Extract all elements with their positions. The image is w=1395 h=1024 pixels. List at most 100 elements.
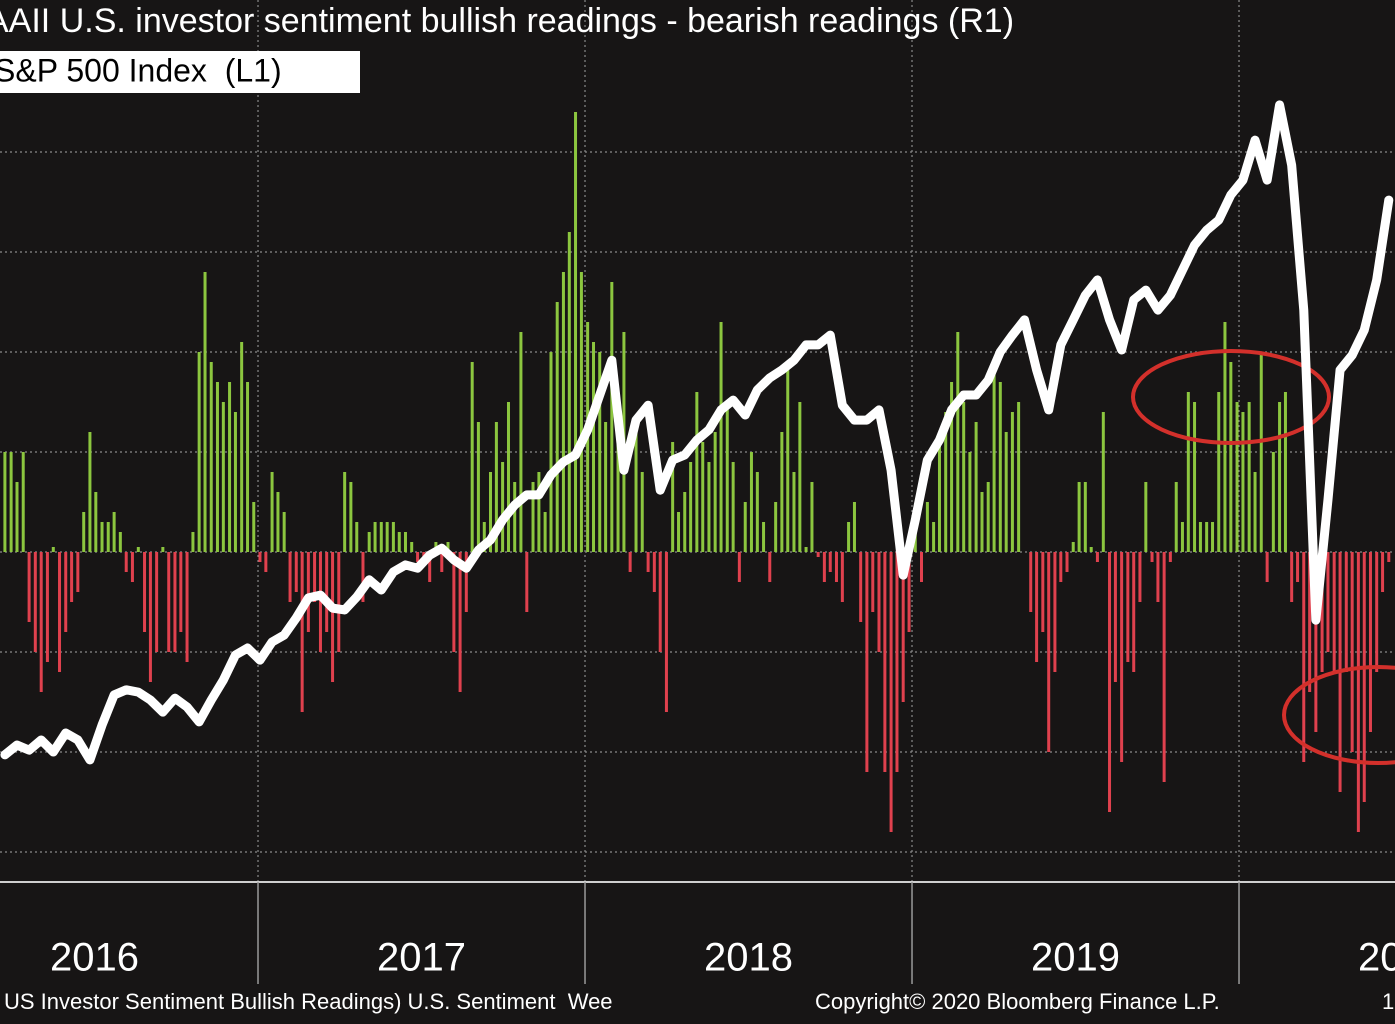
bar <box>810 482 814 552</box>
bar <box>1198 522 1202 552</box>
bar <box>950 382 954 552</box>
bar <box>1332 552 1336 672</box>
bar <box>136 547 140 552</box>
bar <box>203 272 207 552</box>
bar <box>27 552 31 622</box>
bar <box>501 462 505 552</box>
bar <box>919 552 923 582</box>
bar <box>1235 402 1239 552</box>
bar <box>300 552 304 712</box>
bar <box>1035 552 1039 662</box>
bar <box>221 402 225 552</box>
bar <box>161 547 165 552</box>
bar <box>1010 412 1014 552</box>
bar <box>306 552 310 632</box>
bar <box>94 492 98 552</box>
bar <box>519 332 523 552</box>
bar <box>489 472 493 552</box>
bar <box>252 502 256 552</box>
bar <box>719 322 723 552</box>
bar <box>713 432 717 552</box>
bar <box>246 382 250 552</box>
bar <box>1253 472 1257 552</box>
bar <box>1314 552 1318 732</box>
bar <box>58 552 62 672</box>
bar <box>1095 552 1099 562</box>
bar <box>403 532 407 552</box>
bar <box>494 422 498 552</box>
bar <box>743 502 747 552</box>
bar <box>962 402 966 552</box>
bar <box>774 502 778 552</box>
footer-copyright: Copyright© 2020 Bloomberg Finance L.P. <box>815 989 1220 1014</box>
bar <box>458 552 462 692</box>
bar <box>1387 552 1391 562</box>
bar <box>64 552 68 632</box>
bar <box>749 452 753 552</box>
bar-series <box>3 112 1391 832</box>
bar <box>349 482 353 552</box>
bar <box>646 552 650 572</box>
bar <box>106 522 110 552</box>
bar <box>21 452 25 552</box>
bar <box>1101 412 1105 552</box>
bar <box>683 492 687 552</box>
bar <box>45 552 49 662</box>
bar <box>379 522 383 552</box>
bar <box>70 552 74 602</box>
bar <box>1375 552 1379 672</box>
bar <box>798 402 802 552</box>
bar <box>1217 392 1221 552</box>
bar <box>173 552 177 652</box>
bar <box>531 482 535 552</box>
bar <box>33 552 37 652</box>
bar <box>1108 552 1112 812</box>
bar <box>998 382 1002 552</box>
bar <box>313 552 317 602</box>
bar <box>561 272 565 552</box>
bar <box>974 422 978 552</box>
bar <box>652 552 656 592</box>
bar <box>925 502 929 552</box>
bar <box>100 522 104 552</box>
bar <box>1211 522 1215 552</box>
bar <box>167 552 171 652</box>
x-tick-label: 2017 <box>377 936 466 980</box>
x-axis: 2016 2017 2018 2019 2020 <box>50 882 1395 984</box>
bar <box>731 462 735 552</box>
bar <box>482 522 486 552</box>
bar <box>1180 522 1184 552</box>
bar <box>1283 392 1287 552</box>
bar <box>1229 362 1233 552</box>
bar <box>1223 322 1227 552</box>
bar <box>1071 542 1075 552</box>
bar <box>822 552 826 582</box>
bar <box>288 552 292 602</box>
bar <box>907 552 911 632</box>
bar <box>258 552 262 562</box>
bar <box>155 552 159 652</box>
bar <box>331 552 335 682</box>
bar <box>1186 392 1190 552</box>
bar <box>1065 552 1069 572</box>
bar <box>1059 552 1063 582</box>
bar <box>143 552 147 632</box>
bar <box>1271 452 1275 552</box>
bar <box>513 482 517 552</box>
bar <box>1290 552 1294 602</box>
bar <box>416 552 420 562</box>
bar <box>1259 352 1263 552</box>
bar <box>343 472 347 552</box>
bar <box>464 552 468 612</box>
bar <box>476 422 480 552</box>
bar <box>185 552 189 662</box>
bar <box>634 432 638 552</box>
bar <box>1156 552 1160 602</box>
bar <box>658 552 662 652</box>
bar <box>446 542 450 552</box>
bar <box>883 552 887 772</box>
highlight-ellipse <box>1131 349 1331 445</box>
bar <box>148 552 152 682</box>
bar <box>640 472 644 552</box>
x-tick-label: 2016 <box>50 936 139 980</box>
